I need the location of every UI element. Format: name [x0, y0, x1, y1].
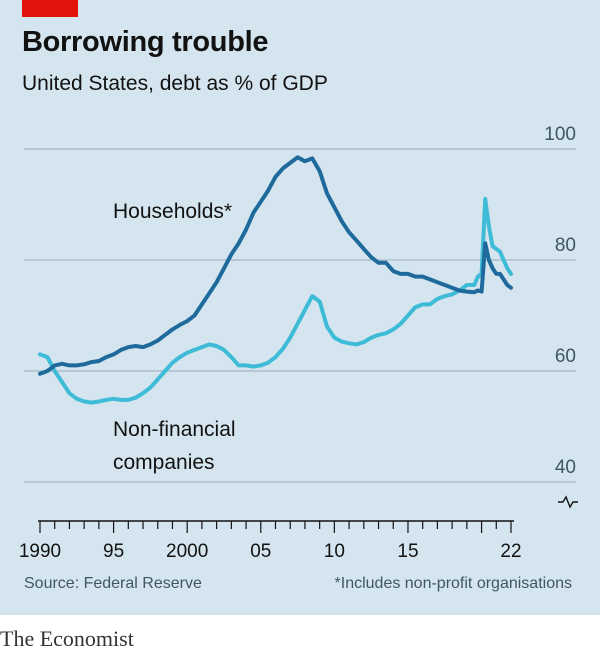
x-tick-label: 2000: [166, 541, 208, 562]
chart-subtitle: United States, debt as % of GDP: [22, 72, 328, 95]
x-tick-label: 05: [250, 541, 271, 562]
x-tick-label: 10: [324, 541, 345, 562]
x-tick-label: 95: [103, 541, 124, 562]
x-tick-label: 1990: [19, 541, 61, 562]
series-label: Non-financial: [113, 418, 236, 441]
brand-red-tag: [22, 0, 78, 17]
footnote: *Includes non-profit organisations: [334, 575, 572, 592]
series-line-companies: [38, 196, 513, 405]
source-note: Source: Federal Reserve: [24, 575, 202, 592]
line-chart: 100 80 60 40 1990 95 2000 05 10 15 22 Households* N…: [19, 124, 578, 562]
x-tick-label: 15: [397, 541, 418, 562]
axis-break-symbol: [558, 495, 578, 509]
series-label: companies: [113, 451, 215, 474]
y-tick-label: 100: [544, 124, 576, 145]
chart-title: Borrowing trouble: [22, 26, 269, 58]
series-line-households: [38, 155, 513, 376]
chart-panel: [0, 0, 600, 615]
y-tick-label: 60: [555, 346, 576, 367]
y-tick-label: 40: [555, 457, 576, 478]
y-tick-label: 80: [555, 235, 576, 256]
series-label: Households*: [113, 200, 232, 223]
x-tick-label: 22: [500, 541, 521, 562]
publisher-logo: The Economist: [0, 626, 134, 651]
